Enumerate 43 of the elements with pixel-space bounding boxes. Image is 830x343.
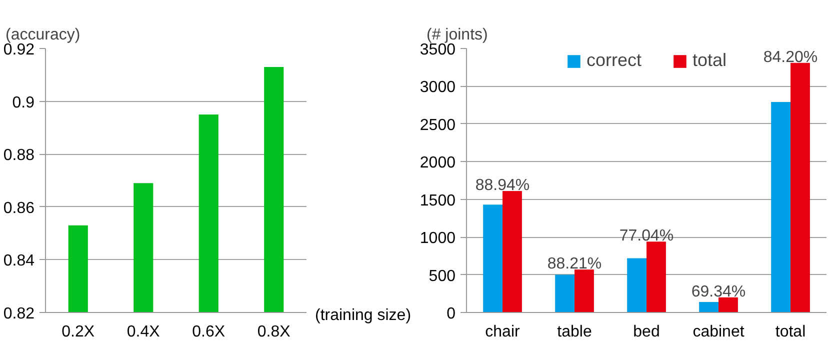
y-tick-label: 0.88 (3, 147, 35, 164)
x-tick-label: cabinet (692, 324, 745, 340)
x-tick-label: 0.2X (62, 324, 95, 340)
bar (627, 258, 646, 312)
x-axis-title: (training size) (315, 306, 412, 326)
bar (555, 274, 574, 312)
bar (699, 302, 718, 312)
annotation: 88.21% (547, 256, 602, 273)
y-axis-title: (# joints) (426, 26, 488, 44)
y-tick-label: 2500 (420, 116, 456, 134)
bar (771, 102, 790, 312)
annotation: 77.04% (619, 228, 674, 245)
x-tick-label: chair (485, 324, 521, 340)
legend-label: correct (586, 50, 642, 71)
x-tick-label: 0.6X (192, 324, 226, 340)
bar (574, 270, 594, 312)
y-tick-label: 0.92 (3, 42, 35, 58)
y-axis-title: (accuracy) (6, 26, 80, 44)
y-tick-label: 0.86 (3, 200, 35, 217)
y-tick-label: 1500 (420, 192, 456, 210)
y-tick-label: 0.84 (3, 252, 35, 270)
y-tick-label: 2000 (420, 154, 456, 172)
annotation: 84.20% (763, 48, 818, 66)
y-tick-label: 0.82 (3, 306, 35, 322)
x-tick-label: bed (633, 324, 660, 340)
y-tick-label: 3500 (420, 42, 456, 58)
bar (483, 204, 502, 312)
y-tick-label: 1000 (420, 230, 456, 248)
legend-label: total (692, 50, 727, 71)
x-tick-label: total (775, 324, 806, 340)
annotation: 88.94% (475, 177, 530, 194)
bar (718, 297, 738, 312)
y-tick-label: 500 (428, 268, 456, 285)
y-tick-label: 0 (446, 306, 456, 322)
annotation: 69.34% (691, 283, 746, 300)
bar (646, 242, 666, 312)
y-tick-label: 0.9 (12, 94, 35, 112)
x-tick-label: 0.4X (126, 324, 160, 340)
bar (502, 191, 522, 312)
bar (790, 62, 810, 312)
x-tick-label: table (557, 324, 592, 340)
x-tick-label: 0.8X (257, 324, 291, 340)
y-tick-label: 3000 (420, 79, 456, 96)
